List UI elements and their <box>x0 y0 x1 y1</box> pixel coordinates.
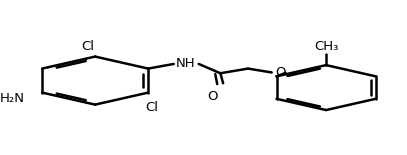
Text: H₂N: H₂N <box>0 92 25 105</box>
Text: NH: NH <box>176 57 195 70</box>
Text: Cl: Cl <box>81 40 94 53</box>
Text: O: O <box>276 66 286 79</box>
Text: CH₃: CH₃ <box>314 40 338 53</box>
Text: Cl: Cl <box>146 101 159 114</box>
Text: O: O <box>207 90 218 103</box>
